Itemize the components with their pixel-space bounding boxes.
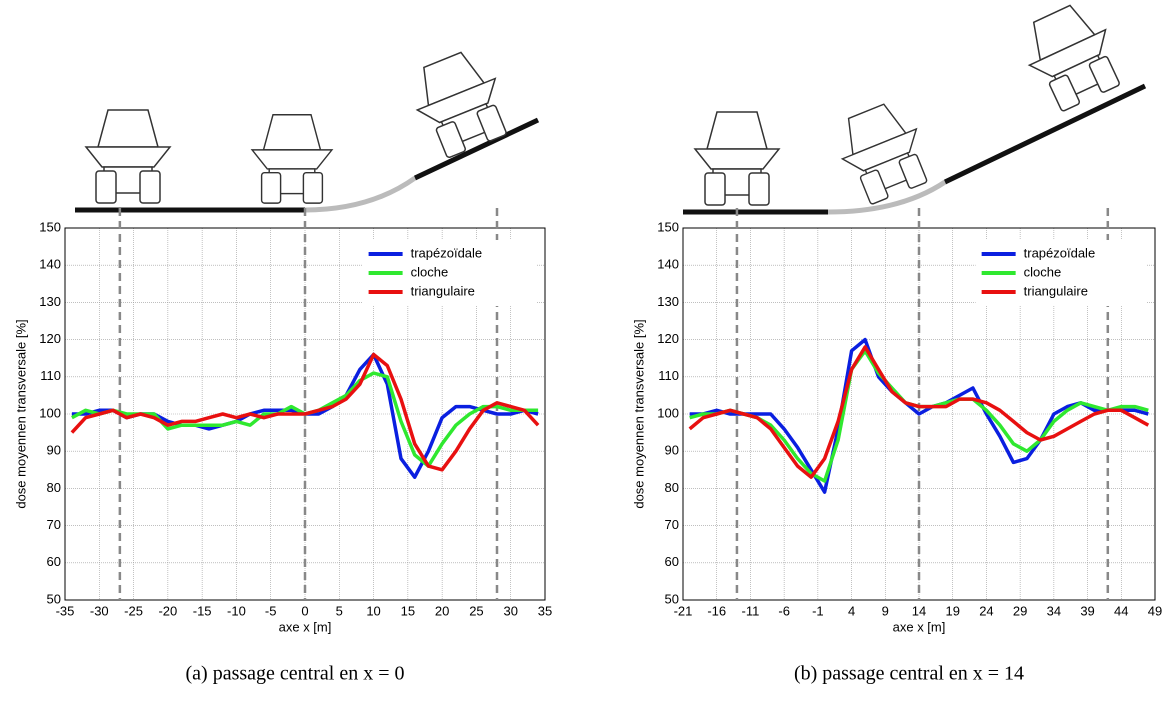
x-tick-label: -20: [158, 603, 177, 618]
y-tick-label: 100: [657, 405, 679, 420]
x-tick-label: -16: [707, 603, 726, 618]
y-tick-label: 130: [39, 294, 61, 309]
x-tick-label: 24: [979, 603, 993, 618]
data-line: [689, 337, 1149, 494]
scene-b: [683, 0, 1147, 215]
y-axis-label: dose moyennen transversale [%]: [13, 319, 28, 508]
y-axis-label: dose moyennen transversale [%]: [631, 319, 646, 508]
x-tick-label: 25: [469, 603, 483, 618]
x-tick-label: 29: [1013, 603, 1027, 618]
x-tick-label: 10: [366, 603, 380, 618]
x-tick-label: 14: [912, 603, 926, 618]
y-tick-label: 150: [657, 219, 679, 234]
y-tick-label: 60: [665, 554, 679, 569]
y-tick-label: 60: [47, 554, 61, 569]
y-tick-label: 50: [665, 591, 679, 606]
y-tick-label: 110: [658, 368, 679, 383]
x-tick-label: -30: [90, 603, 109, 618]
y-tick-label: 80: [47, 480, 61, 495]
x-tick-label: 15: [401, 603, 415, 618]
data-line: [70, 352, 540, 472]
x-tick-label: -6: [778, 603, 790, 618]
x-tick-label: 4: [848, 603, 855, 618]
legend-label: triangulaire: [411, 283, 475, 298]
legend-label: cloche: [1024, 264, 1062, 279]
x-axis-label: axe x [m]: [279, 619, 332, 634]
x-tick-label: -15: [193, 603, 212, 618]
x-tick-label: 9: [882, 603, 889, 618]
y-tick-label: 90: [47, 443, 61, 458]
y-tick-label: 80: [665, 480, 679, 495]
x-tick-label: -10: [227, 603, 246, 618]
legend-label: triangulaire: [1024, 283, 1088, 298]
x-tick-label: 0: [301, 603, 308, 618]
data-line: [688, 345, 1150, 479]
x-tick-label: 19: [945, 603, 959, 618]
y-tick-label: 70: [665, 517, 679, 532]
x-axis-label: axe x [m]: [893, 619, 946, 634]
y-tick-label: 110: [40, 368, 61, 383]
x-tick-label: 20: [435, 603, 449, 618]
legend-label: trapézoïdale: [1024, 245, 1096, 260]
scene-a: [75, 43, 540, 213]
x-tick-label: 30: [503, 603, 517, 618]
y-tick-label: 100: [39, 405, 61, 420]
x-tick-label: -21: [674, 603, 693, 618]
y-tick-label: 140: [39, 257, 61, 272]
y-tick-label: 120: [657, 331, 679, 346]
caption: (b) passage central en x = 14: [794, 663, 1024, 685]
y-tick-label: 130: [657, 294, 679, 309]
x-tick-label: -11: [742, 603, 760, 618]
legend-label: trapézoïdale: [411, 245, 483, 260]
x-tick-label: -35: [56, 603, 75, 618]
y-tick-label: 140: [657, 257, 679, 272]
y-tick-label: 120: [39, 331, 61, 346]
y-tick-label: 50: [47, 591, 61, 606]
x-tick-label: -1: [812, 603, 824, 618]
y-tick-label: 90: [665, 443, 679, 458]
x-tick-label: 34: [1047, 603, 1061, 618]
y-tick-label: 70: [47, 517, 61, 532]
x-tick-label: 35: [538, 603, 552, 618]
x-tick-label: -25: [124, 603, 143, 618]
legend-label: cloche: [411, 264, 449, 279]
x-tick-label: 44: [1114, 603, 1128, 618]
x-tick-label: -5: [265, 603, 277, 618]
y-tick-label: 150: [39, 219, 61, 234]
caption: (a) passage central en x = 0: [186, 663, 405, 685]
x-tick-label: 49: [1148, 603, 1162, 618]
x-tick-label: 39: [1080, 603, 1094, 618]
x-tick-label: 5: [336, 603, 343, 618]
